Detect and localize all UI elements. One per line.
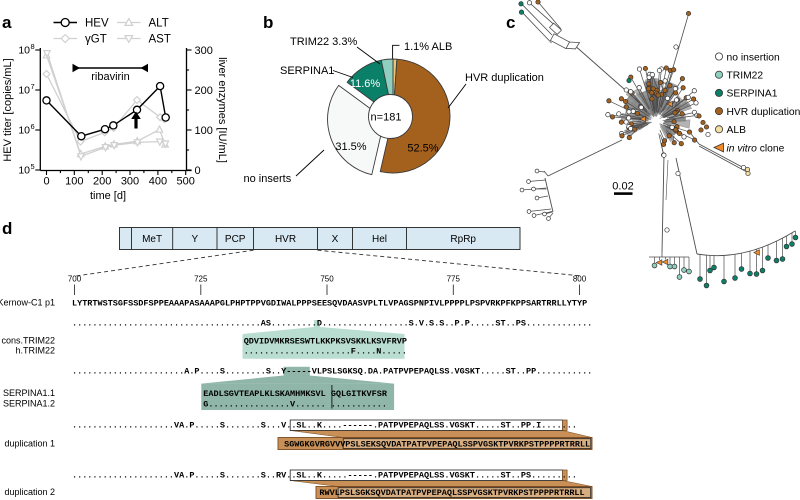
- svg-text:..............................: .....................................AS.…: [72, 319, 592, 329]
- svg-text:10: 10: [18, 85, 30, 97]
- svg-text:SERPINA1.2: SERPINA1.2: [3, 398, 55, 408]
- svg-text:SERPINA1.1: SERPINA1.1: [3, 388, 55, 398]
- svg-text:c: c: [506, 13, 515, 32]
- svg-text:no inserts: no inserts: [244, 173, 292, 185]
- svg-text:.....................F....N...: .....................F....N.....: [244, 347, 407, 357]
- svg-text:10: 10: [18, 125, 30, 137]
- svg-text:HVR: HVR: [275, 234, 296, 245]
- svg-text:RWVLPSLSGKSQVDATPATPVPEPAQLSSP: RWVLPSLSGKSQVDATPATPVPEPAQLSSPVGSKTPVRKP…: [319, 488, 584, 498]
- svg-text:HVR duplication: HVR duplication: [465, 72, 544, 84]
- svg-text:775: 775: [447, 275, 461, 284]
- svg-text:750: 750: [320, 275, 334, 284]
- svg-text:RpRp: RpRp: [450, 234, 476, 245]
- svg-text:10: 10: [18, 165, 30, 177]
- svg-text:8: 8: [31, 42, 35, 51]
- svg-text:Kernow-C1 p1: Kernow-C1 p1: [0, 298, 55, 308]
- svg-text:d: d: [2, 219, 12, 238]
- svg-text:TRIM22: TRIM22: [727, 71, 764, 82]
- svg-text:Hel: Hel: [372, 234, 387, 245]
- svg-text:200: 200: [93, 176, 111, 188]
- svg-text:PCP: PCP: [225, 234, 246, 245]
- svg-text:AST: AST: [149, 34, 171, 46]
- svg-text:100: 100: [65, 176, 83, 188]
- svg-text:in vitro clone: in vitro clone: [727, 143, 785, 154]
- svg-text:0: 0: [43, 176, 49, 188]
- svg-text:HEV titer [copies/mL]: HEV titer [copies/mL]: [2, 58, 14, 161]
- svg-text:MeT: MeT: [142, 234, 162, 245]
- svg-text:Y: Y: [191, 234, 198, 245]
- svg-text:ribavirin: ribavirin: [91, 71, 130, 83]
- svg-text:5: 5: [31, 162, 35, 171]
- svg-text:0.02: 0.02: [612, 181, 633, 193]
- svg-text:10: 10: [18, 45, 30, 57]
- svg-text:γGT: γGT: [85, 34, 107, 46]
- svg-text:......................A.P....S: ......................A.P....S........S.…: [72, 367, 592, 377]
- svg-text:500: 500: [177, 176, 195, 188]
- svg-text:SERPINA1: SERPINA1: [280, 65, 334, 77]
- svg-text:ALB: ALB: [727, 125, 747, 136]
- svg-text:cons.TRIM22: cons.TRIM22: [1, 336, 55, 346]
- svg-text:a: a: [2, 13, 12, 32]
- svg-text:200: 200: [195, 85, 213, 97]
- svg-text:liver enzymes [IU/mL]: liver enzymes [IU/mL]: [216, 57, 228, 163]
- svg-text:800: 800: [573, 275, 587, 284]
- svg-text:31.5%: 31.5%: [335, 141, 366, 153]
- svg-text:400: 400: [149, 176, 167, 188]
- svg-text:6: 6: [31, 122, 35, 131]
- svg-text:duplication 1: duplication 1: [4, 438, 55, 448]
- svg-text:700: 700: [68, 275, 82, 284]
- svg-text:duplication 2: duplication 2: [4, 487, 55, 497]
- svg-text:EADLSGVTEAPLKLSKAMHMKSVL GQLGI: EADLSGVTEAPLKLSKAMHMKSVL GQLGITKVFSR: [203, 389, 388, 399]
- svg-text:HEV: HEV: [85, 18, 109, 30]
- svg-text:....................VA.P.....S: ....................VA.P.....S.......S..…: [72, 420, 577, 430]
- svg-text:HVR duplication: HVR duplication: [727, 107, 800, 118]
- svg-text:300: 300: [121, 176, 139, 188]
- svg-text:no insertion: no insertion: [727, 52, 781, 63]
- svg-text:0: 0: [195, 165, 201, 177]
- svg-text:52.5%: 52.5%: [407, 143, 438, 155]
- svg-text:G................V...... .....: G................V...... ...........: [203, 399, 387, 409]
- svg-text:X: X: [332, 234, 339, 245]
- svg-text:300: 300: [195, 45, 213, 57]
- svg-text:100: 100: [195, 125, 213, 137]
- svg-text:b: b: [263, 13, 273, 32]
- svg-text:ALT: ALT: [149, 18, 169, 30]
- svg-text:h.TRIM22: h.TRIM22: [15, 346, 55, 356]
- svg-text:LYTRTWSTSGFSSDFSPPEAAAPASAAAPG: LYTRTWSTSGFSSDFSPPEAAAPASAAAPGLPHPTPPVGD…: [72, 299, 587, 309]
- svg-text:SERPINA1: SERPINA1: [727, 89, 778, 100]
- svg-text:SGWGKGVRGVVVPSLSEKSQVDATPATPVP: SGWGKGVRGVVVPSLSEKSQVDATPATPVPEPAQLSSPVG…: [284, 439, 590, 449]
- svg-text:TRIM22 3.3%: TRIM22 3.3%: [290, 36, 357, 48]
- svg-text:time [d]: time [d]: [90, 190, 126, 202]
- svg-text:....................VA.P.....S: ....................VA.P.....S.......S..…: [72, 471, 577, 481]
- svg-text:n=181: n=181: [371, 112, 402, 124]
- svg-text:11.6%: 11.6%: [350, 78, 381, 90]
- svg-text:725: 725: [194, 275, 208, 284]
- svg-text:1.1% ALB: 1.1% ALB: [404, 41, 452, 53]
- svg-text:QDVIDVMKRSESWTLKKPKSVSKKLKSVFR: QDVIDVMKRSESWTLKKPKSVSKKLKSVFRVP: [244, 337, 407, 347]
- svg-text:7: 7: [31, 82, 35, 91]
